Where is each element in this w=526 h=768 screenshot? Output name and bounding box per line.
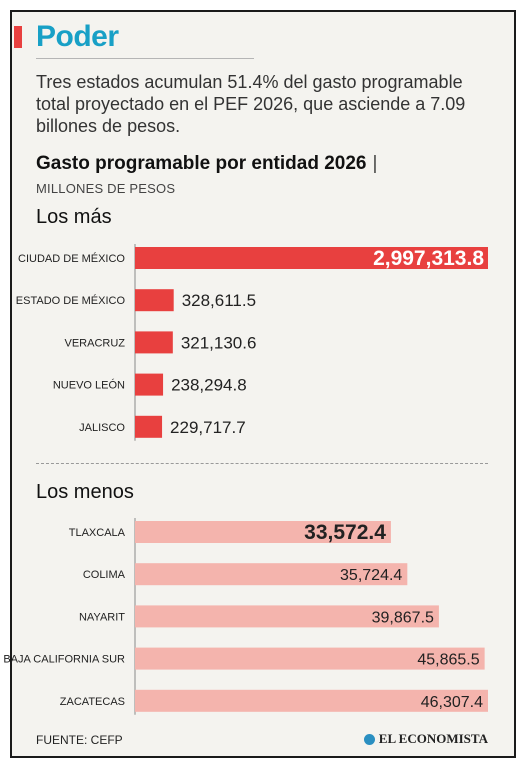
category-label: COLIMA xyxy=(83,569,126,581)
category-label: TLAXCALA xyxy=(69,527,126,539)
bar xyxy=(135,689,488,712)
section-title: Poder xyxy=(36,20,119,53)
bar xyxy=(135,563,408,586)
bar xyxy=(135,373,164,396)
value-label: 33,572.4 xyxy=(304,521,386,544)
value-label: 321,130.6 xyxy=(181,333,257,352)
value-label: 2,997,313.8 xyxy=(373,247,484,270)
chart-title: Gasto programable por entidad 2026 | xyxy=(36,153,377,175)
bar xyxy=(135,521,391,543)
source-note: FUENTE: CEFP xyxy=(36,733,123,747)
category-label: NUEVO LEÓN xyxy=(53,379,125,392)
chart-subtitle: MILLONES DE PESOS xyxy=(36,181,176,196)
infographic-frame xyxy=(10,10,516,758)
category-label: VERACRUZ xyxy=(64,337,125,349)
group-divider xyxy=(36,463,488,464)
section-accent-bar xyxy=(14,26,22,48)
bar xyxy=(135,289,174,312)
bar xyxy=(135,605,439,628)
value-label: 35,724.4 xyxy=(340,567,402,584)
category-label: ZACATECAS xyxy=(60,696,125,708)
brand-name: EL ECONOMISTA xyxy=(378,731,488,746)
value-label: 229,717.7 xyxy=(170,418,246,437)
bar xyxy=(135,247,488,269)
brand-icon xyxy=(363,733,375,745)
group-title-top: Los más xyxy=(36,206,112,228)
value-label: 39,867.5 xyxy=(372,609,434,626)
category-label: JALISCO xyxy=(79,422,125,434)
chart-title-text: Gasto programable por entidad 2026 xyxy=(36,153,367,174)
value-label: 46,307.4 xyxy=(421,694,483,711)
bar xyxy=(135,647,485,670)
value-label: 238,294.8 xyxy=(171,376,247,395)
category-label: CIUDAD DE MÉXICO xyxy=(18,252,125,265)
category-label: NAYARIT xyxy=(79,611,125,623)
brand-logo: EL ECONOMISTA xyxy=(363,731,488,747)
value-label: 328,611.5 xyxy=(182,291,256,310)
bar xyxy=(135,415,163,438)
value-label: 45,865.5 xyxy=(417,652,479,669)
chart-title-pipe: | xyxy=(372,153,378,174)
group-title-bottom: Los menos xyxy=(36,481,134,503)
category-label: ESTADO DE MÉXICO xyxy=(16,294,126,307)
lead-text: Tres estados acumulan 51.4% del gasto pr… xyxy=(36,72,466,136)
bar xyxy=(135,331,173,354)
section-rule xyxy=(36,58,254,59)
category-label: BAJA CALIFORNIA SUR xyxy=(3,654,125,666)
